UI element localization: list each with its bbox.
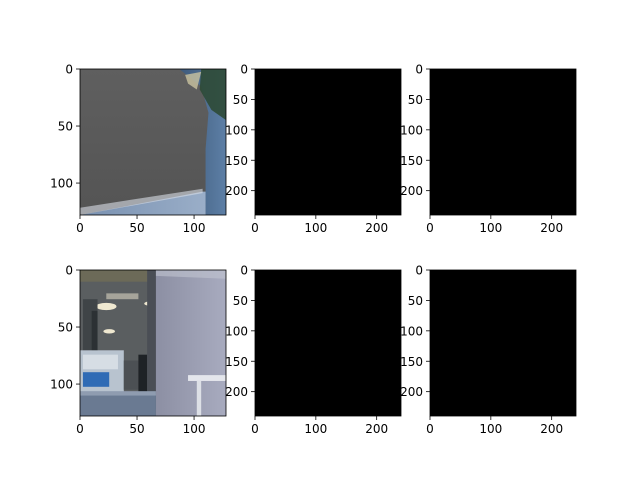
axes-frame — [429, 68, 577, 216]
subplot-4: 0 50 100 0 50 100 — [50, 264, 227, 436]
x-tick-label: 200 — [540, 221, 563, 235]
axes-frame — [254, 269, 402, 417]
x-tick-label: 100 — [304, 221, 327, 235]
axes-frame — [79, 269, 227, 417]
y-tick-label: 50 — [58, 321, 73, 335]
y-tick-label: 100 — [50, 378, 73, 392]
mask-heatmap — [255, 270, 401, 416]
photo-image — [80, 69, 226, 215]
subplot-2: 0 100 200 0 50 100 150 200 — [225, 63, 402, 235]
subplot-1: 0 50 100 0 50 100 — [50, 63, 227, 235]
y-tick-label: 0 — [415, 63, 423, 77]
y-tick-label: 150 — [400, 154, 423, 168]
y-tick-label: 50 — [233, 93, 248, 107]
y-tick-label: 100 — [400, 324, 423, 338]
axes-frame — [254, 68, 402, 216]
x-tick-label: 100 — [183, 422, 206, 436]
y-tick-label: 0 — [240, 264, 248, 278]
y-tick-label: 50 — [233, 294, 248, 308]
x-tick-label: 0 — [76, 422, 84, 436]
y-tick-label: 200 — [400, 385, 423, 399]
y-tick-label: 100 — [50, 177, 73, 191]
y-tick-label: 0 — [65, 264, 73, 278]
y-tick-label: 50 — [58, 120, 73, 134]
axes-frame — [79, 68, 227, 216]
mask-heatmap — [430, 69, 576, 215]
subplot-5: 0 100 200 0 50 100 150 200 — [225, 264, 402, 436]
y-tick-label: 150 — [225, 154, 248, 168]
x-tick-label: 200 — [540, 422, 563, 436]
subplot-6: 0 100 200 0 50 100 150 200 — [400, 264, 577, 436]
x-tick-label: 100 — [183, 221, 206, 235]
y-tick-label: 150 — [400, 355, 423, 369]
y-tick-label: 100 — [225, 324, 248, 338]
x-tick-label: 100 — [304, 422, 327, 436]
x-tick-label: 50 — [129, 221, 144, 235]
y-tick-label: 0 — [65, 63, 73, 77]
y-tick-label: 0 — [240, 63, 248, 77]
photo-image — [80, 270, 226, 416]
y-tick-label: 200 — [225, 385, 248, 399]
subplot-3: 0 100 200 0 50 100 150 200 — [400, 63, 577, 235]
mask-heatmap — [430, 270, 576, 416]
y-tick-label: 0 — [415, 264, 423, 278]
x-tick-label: 0 — [76, 221, 84, 235]
y-tick-label: 50 — [408, 93, 423, 107]
y-tick-label: 200 — [400, 184, 423, 198]
x-tick-label: 100 — [479, 422, 502, 436]
x-tick-label: 0 — [426, 422, 434, 436]
x-tick-label: 0 — [426, 221, 434, 235]
x-tick-label: 200 — [365, 221, 388, 235]
x-tick-label: 50 — [129, 422, 144, 436]
axes-frame — [429, 269, 577, 417]
x-tick-label: 100 — [479, 221, 502, 235]
y-tick-label: 100 — [400, 123, 423, 137]
y-tick-label: 200 — [225, 184, 248, 198]
y-tick-label: 100 — [225, 123, 248, 137]
y-tick-label: 50 — [408, 294, 423, 308]
x-tick-label: 0 — [251, 221, 259, 235]
mask-heatmap — [255, 69, 401, 215]
x-tick-label: 0 — [251, 422, 259, 436]
x-tick-label: 200 — [365, 422, 388, 436]
y-tick-label: 150 — [225, 355, 248, 369]
